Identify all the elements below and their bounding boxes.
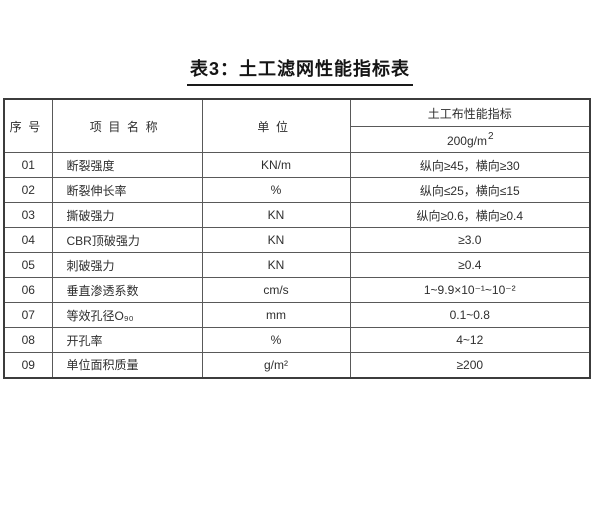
col-header-serial: 序号	[3, 98, 53, 153]
cell-value: 纵向≥0.6，横向≥0.4	[349, 202, 591, 228]
cell-value: 纵向≥45，横向≥30	[349, 152, 591, 178]
cell-serial: 07	[3, 302, 53, 328]
spec-superscript: 2	[487, 130, 494, 142]
cell-unit: KN	[201, 227, 351, 253]
cell-unit: cm/s	[201, 277, 351, 303]
performance-table: 序号 项目名称 单位 土工布性能指标 200g/m2 01 断裂强度 KN/m …	[3, 98, 591, 379]
cell-unit: KN	[201, 252, 351, 278]
cell-serial: 01	[3, 152, 53, 178]
cell-unit: KN/m	[201, 152, 351, 178]
table-row: 08 开孔率 % 4~12	[3, 327, 591, 353]
cell-item-name: 断裂伸长率	[51, 177, 203, 203]
cell-value: 0.1~0.8	[349, 302, 591, 328]
table-row: 06 垂直渗透系数 cm/s 1~9.9×10⁻¹~10⁻²	[3, 277, 591, 303]
cell-serial: 08	[3, 327, 53, 353]
cell-serial: 03	[3, 202, 53, 228]
cell-value: ≥3.0	[349, 227, 591, 253]
cell-item-name: 断裂强度	[51, 152, 203, 178]
table-row: 07 等效孔径O₉₀ mm 0.1~0.8	[3, 302, 591, 328]
cell-unit: mm	[201, 302, 351, 328]
cell-item-name: 垂直渗透系数	[51, 277, 203, 303]
cell-value: ≥0.4	[349, 252, 591, 278]
cell-unit: %	[201, 177, 351, 203]
col-header-item-name: 项目名称	[51, 98, 203, 153]
spec-base-text: 200g/m	[446, 133, 487, 148]
cell-unit: g/m²	[201, 352, 351, 378]
table-row: 09 单位面积质量 g/m² ≥200	[3, 352, 591, 378]
title-area: 表3：土工滤网性能指标表	[0, 55, 600, 86]
col-header-index-group: 土工布性能指标	[349, 98, 591, 127]
cell-serial: 09	[3, 352, 53, 378]
cell-item-name: 单位面积质量	[51, 352, 203, 378]
cell-serial: 04	[3, 227, 53, 253]
cell-item-name: 撕破强力	[51, 202, 203, 228]
cell-value: 4~12	[349, 327, 591, 353]
cell-item-name: CBR顶破强力	[51, 227, 203, 253]
cell-serial: 06	[3, 277, 53, 303]
table-row: 04 CBR顶破强力 KN ≥3.0	[3, 227, 591, 253]
cell-unit: KN	[201, 202, 351, 228]
table-row: 03 撕破强力 KN 纵向≥0.6，横向≥0.4	[3, 202, 591, 228]
col-header-spec: 200g/m2	[349, 126, 591, 153]
cell-serial: 02	[3, 177, 53, 203]
table-row: 02 断裂伸长率 % 纵向≤25，横向≤15	[3, 177, 591, 203]
cell-item-name: 开孔率	[51, 327, 203, 353]
cell-value: 纵向≤25，横向≤15	[349, 177, 591, 203]
cell-value: ≥200	[349, 352, 591, 378]
header-row-1: 序号 项目名称 单位 土工布性能指标	[3, 98, 591, 153]
cell-value: 1~9.9×10⁻¹~10⁻²	[349, 277, 591, 303]
cell-serial: 05	[3, 252, 53, 278]
table-row: 01 断裂强度 KN/m 纵向≥45，横向≥30	[3, 152, 591, 178]
cell-item-name: 刺破强力	[51, 252, 203, 278]
cell-unit: %	[201, 327, 351, 353]
page-title: 表3：土工滤网性能指标表	[186, 55, 413, 86]
table-row: 05 刺破强力 KN ≥0.4	[3, 252, 591, 278]
col-header-unit: 单位	[201, 98, 351, 153]
header-row-2: 200g/m2	[4, 126, 591, 153]
cell-item-name: 等效孔径O₉₀	[51, 302, 203, 328]
